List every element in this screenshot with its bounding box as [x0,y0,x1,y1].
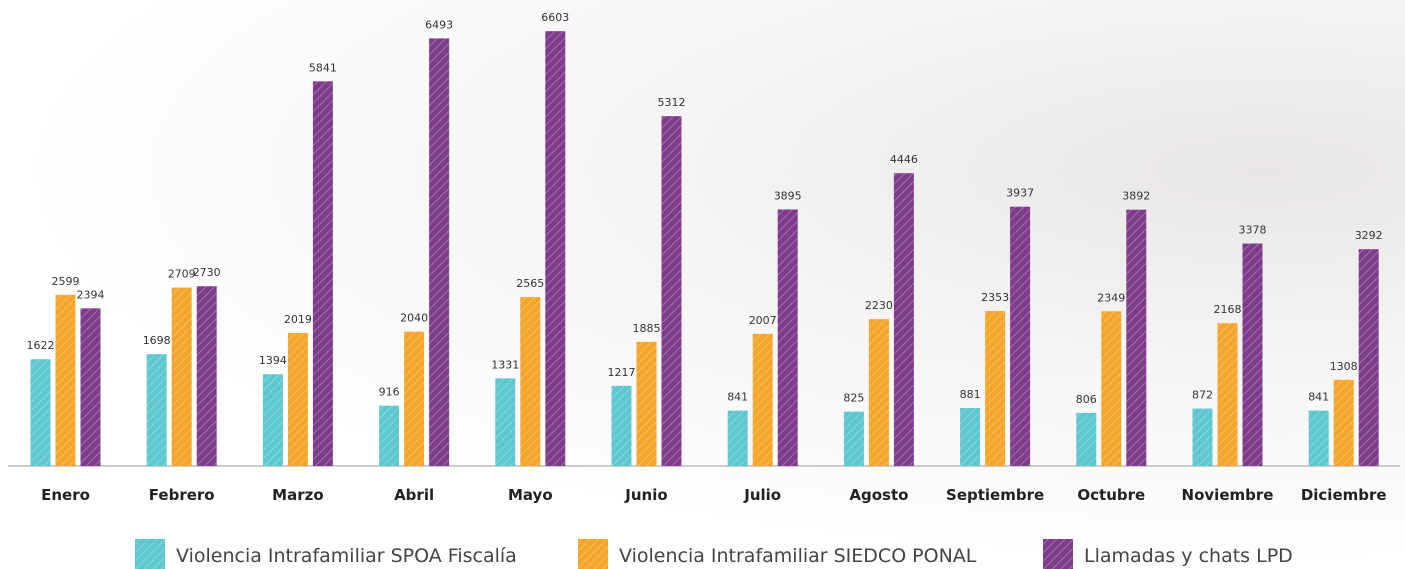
data-label: 3378 [1239,224,1267,237]
bar [1217,323,1238,466]
legend-label: Violencia Intrafamiliar SPOA Fiscalía [176,545,517,567]
data-label: 916 [379,386,400,399]
bar [868,319,889,466]
data-label: 2709 [168,268,196,281]
data-label: 881 [960,388,981,401]
bar [893,173,914,466]
data-label: 3895 [774,189,802,202]
bar [196,286,217,466]
x-tick-label: Febrero [149,486,215,504]
data-label: 841 [727,391,748,404]
data-label: 3292 [1355,229,1383,242]
bar [379,405,400,466]
legend-swatch [135,539,165,569]
data-label: 2353 [981,291,1009,304]
x-tick-label: Enero [41,486,90,504]
data-label: 6493 [425,18,453,31]
bar [520,297,541,466]
data-label: 2730 [193,266,221,279]
bar [960,407,981,466]
data-label: 1885 [633,322,661,335]
data-label: 1217 [608,366,636,379]
x-tick-label: Septiembre [946,486,1044,504]
data-label: 1622 [27,339,55,352]
bar [30,359,51,466]
data-label: 2394 [77,288,105,301]
bar [843,411,864,466]
x-tick-label: Abril [394,486,434,504]
bar [1358,249,1379,466]
data-label: 3937 [1006,187,1034,200]
data-label: 2349 [1097,291,1125,304]
bar [1242,243,1263,466]
x-tick-label: Agosto [849,486,908,504]
data-label: 2040 [400,312,428,325]
bar [1333,379,1354,466]
x-tick-label: Julio [743,486,781,504]
bar [1101,311,1122,466]
bar [661,116,682,466]
bar [495,378,516,466]
data-label: 5312 [658,96,686,109]
x-tick-label: Noviembre [1182,486,1274,504]
x-tick-label: Diciembre [1301,486,1387,504]
data-label: 2019 [284,313,312,326]
bar [1126,209,1147,466]
bar [146,354,167,466]
data-label: 6603 [541,11,569,24]
data-label: 1308 [1330,360,1358,373]
bar [171,287,192,466]
x-tick-label: Marzo [272,486,323,504]
bar [1076,412,1097,466]
bar [404,331,425,466]
bar [312,81,333,466]
bar [1192,408,1213,466]
data-label: 3892 [1122,190,1150,203]
legend-swatch [1043,539,1073,569]
data-label: 2007 [749,314,777,327]
bar [752,333,773,466]
x-tick-label: Octubre [1077,486,1145,504]
bar [80,308,101,466]
bar [287,333,308,466]
data-label: 1698 [143,334,171,347]
bar [545,31,566,466]
data-label: 5841 [309,61,337,74]
x-tick-label: Junio [624,486,667,504]
bar [636,341,657,466]
data-label: 1331 [491,358,519,371]
bar [55,294,76,466]
data-label: 2168 [1214,303,1242,316]
data-label: 872 [1192,389,1213,402]
data-label: 825 [843,392,864,405]
data-label: 2599 [52,275,80,288]
bar [727,410,748,466]
bar [429,38,450,466]
legend-label: Llamadas y chats LPD [1084,545,1293,567]
bar [611,385,632,466]
bar [777,209,798,466]
data-label: 4446 [890,153,918,166]
data-label: 1394 [259,354,287,367]
bar [262,374,283,466]
legend-label: Violencia Intrafamiliar SIEDCO PONAL [619,545,977,567]
data-label: 2230 [865,299,893,312]
bar [985,311,1006,466]
x-tick-label: Mayo [508,486,553,504]
bar [1010,206,1031,466]
data-label: 2565 [516,277,544,290]
bar [1308,410,1329,466]
legend-swatch [578,539,608,569]
data-label: 806 [1076,393,1097,406]
data-label: 841 [1308,391,1329,404]
